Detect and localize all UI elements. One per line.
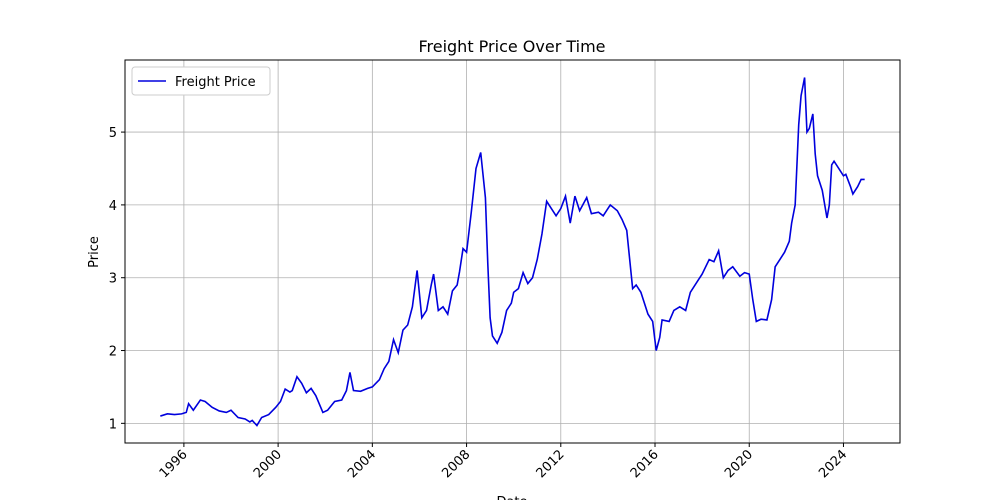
y-axis-label: Price [87,236,102,268]
x-tick-label: 2016 [628,447,662,481]
x-tick-label: 2012 [534,447,568,481]
legend-label: Freight Price [175,75,256,90]
y-tick-label: 5 [109,126,117,141]
x-tick-label: 2024 [816,447,850,481]
y-tick-label: 3 [109,272,117,287]
x-tick-label: 2000 [251,447,285,481]
chart-title: Freight Price Over Time [418,37,605,56]
y-tick-label: 1 [109,417,117,432]
x-tick-label: 2004 [345,447,379,481]
x-axis-label: Date [496,495,527,500]
x-tick-label: 1996 [157,447,191,481]
x-tick-label: 2008 [439,447,473,481]
y-tick-label: 4 [109,199,117,214]
x-tick-label: 2020 [722,447,756,481]
y-tick-label: 2 [109,345,117,360]
legend-box [131,66,271,96]
data-line [160,77,865,427]
plot-frame [124,59,901,444]
